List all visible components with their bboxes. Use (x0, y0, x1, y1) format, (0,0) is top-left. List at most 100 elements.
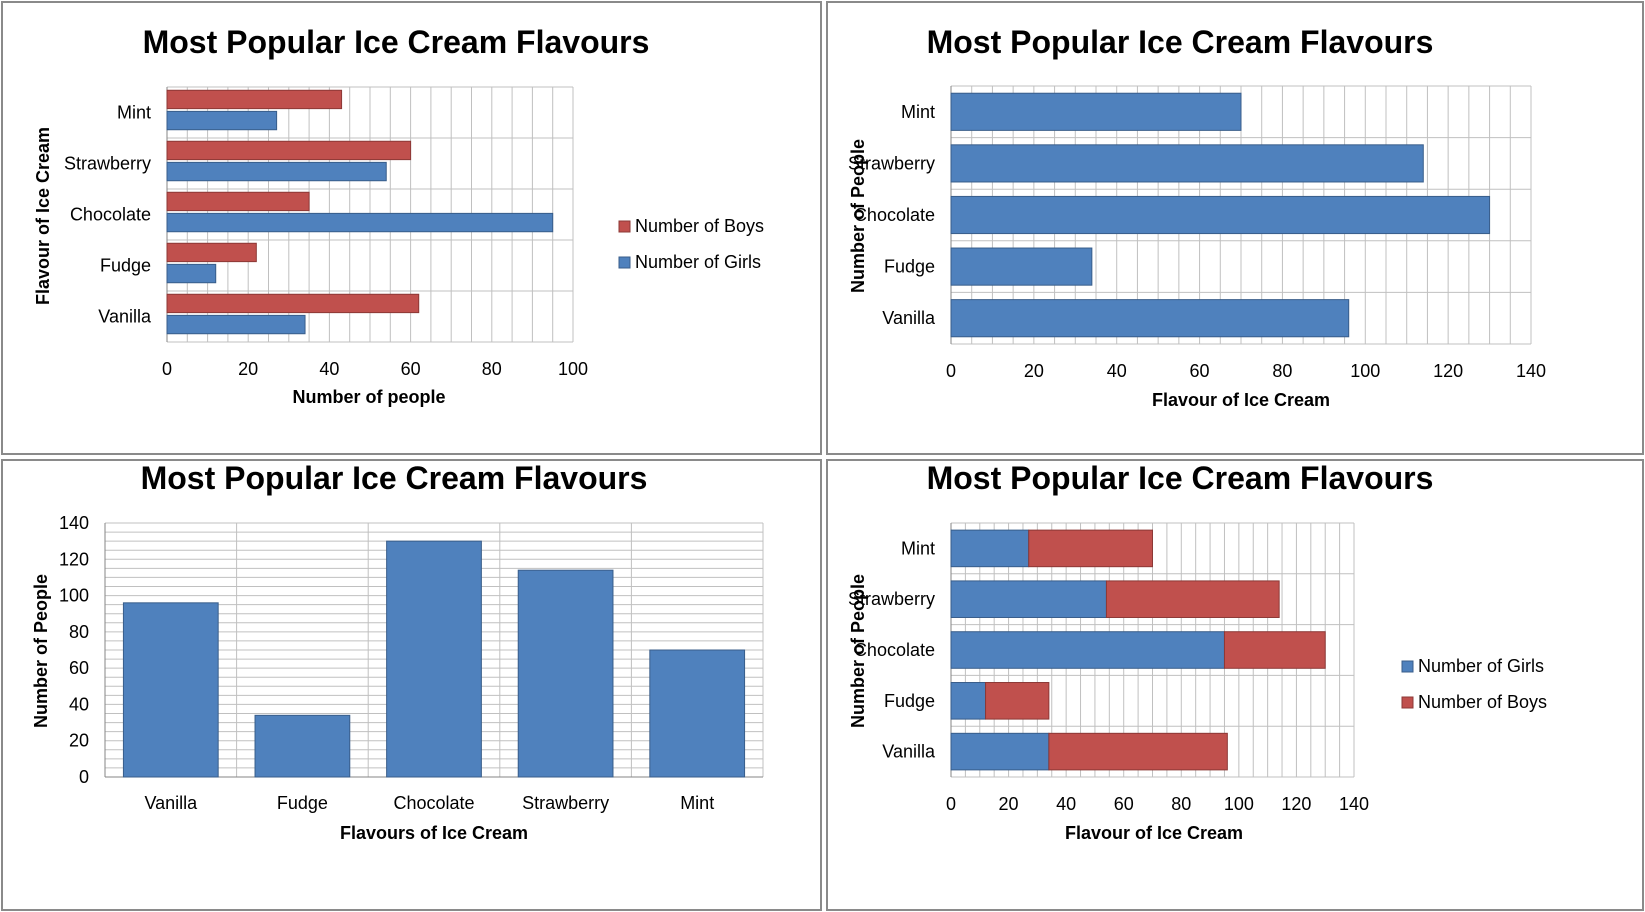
category-label: Vanilla (882, 742, 936, 762)
chart-title: Most Popular Ice Cream Flavours (141, 461, 648, 496)
bar (950, 299, 1350, 338)
bar (517, 569, 614, 778)
bars (122, 540, 746, 778)
bar (649, 649, 746, 778)
category-label: Vanilla (882, 308, 936, 328)
bar (166, 314, 306, 335)
x-tick-label: 80 (1171, 794, 1191, 814)
category-label: Strawberry (522, 793, 609, 813)
chart-svg: Vanilla Fudge Chocolate Strawberry Mint 0 20 40… (848, 461, 1547, 843)
x-tick-label: 20 (1024, 361, 1044, 381)
tick-labels: Vanilla Fudge Chocolate Strawberry Mint 0 20 40… (848, 538, 1369, 814)
bar (1105, 580, 1280, 618)
x-axis-label: Flavour of Ice Cream (1065, 823, 1243, 843)
chart-panel-total-vertical: Vanilla Fudge Chocolate Strawberry Mint 0 20 40… (1, 459, 822, 911)
y-tick-label: 140 (59, 513, 89, 533)
category-label: Fudge (100, 256, 151, 276)
y-tick-label: 120 (59, 549, 89, 569)
chart-panel-total-horizontal: Vanilla Fudge Chocolate Strawberry Mint 0 20 40… (826, 1, 1644, 455)
legend-swatch (1401, 660, 1414, 673)
y-tick-label: 40 (69, 694, 89, 714)
bar (166, 110, 278, 131)
category-label: Fudge (277, 793, 328, 813)
y-tick-label: 60 (69, 658, 89, 678)
bar (950, 92, 1242, 131)
tick-labels: Vanilla Fudge Chocolate Strawberry Mint 0 20 40… (59, 513, 714, 813)
legend-swatch (618, 256, 631, 269)
tick-labels: Vanilla Fudge Chocolate Strawberry Mint 0 20 40… (64, 103, 588, 380)
bar (254, 714, 351, 778)
bars (950, 92, 1491, 338)
bar (950, 144, 1424, 183)
x-tick-label: 20 (999, 794, 1019, 814)
category-label: Chocolate (70, 205, 151, 225)
bar (386, 540, 482, 778)
x-tick-label: 140 (1516, 361, 1546, 381)
x-tick-label: 20 (238, 359, 258, 379)
bar (166, 89, 343, 110)
bar (950, 682, 987, 720)
x-tick-label: 40 (319, 359, 339, 379)
x-tick-label: 120 (1281, 794, 1311, 814)
bar (1028, 529, 1154, 568)
x-tick-label: 40 (1107, 361, 1127, 381)
legend: Number of Girls Number of Boys (1401, 656, 1547, 712)
chart-title: Most Popular Ice Cream Flavours (143, 24, 650, 60)
y-tick-label: 80 (69, 622, 89, 642)
category-label: Mint (680, 793, 714, 813)
x-tick-label: 80 (1272, 361, 1292, 381)
chart-panel-grouped-boys-girls: Vanilla Fudge Chocolate Strawberry Mint 0 20 40… (1, 1, 822, 455)
category-label: Chocolate (393, 793, 474, 813)
x-tick-label: 120 (1433, 361, 1463, 381)
x-axis-label: Number of people (292, 387, 445, 407)
x-tick-label: 60 (1190, 361, 1210, 381)
y-tick-label: 100 (59, 586, 89, 606)
category-label: Vanilla (98, 307, 152, 327)
legend-label: Number of Boys (635, 216, 764, 236)
bar (1223, 631, 1326, 669)
bars (950, 529, 1326, 771)
category-label: Vanilla (144, 793, 198, 813)
bar (985, 682, 1050, 720)
x-tick-label: 100 (558, 359, 588, 379)
chart-panel-stacked: Vanilla Fudge Chocolate Strawberry Mint 0 20 40… (826, 459, 1644, 911)
x-tick-label: 80 (482, 359, 502, 379)
legend-label: Number of Girls (635, 252, 761, 272)
bar (950, 247, 1093, 286)
x-axis-label: Flavour of Ice Cream (1152, 390, 1330, 410)
y-axis-label: Flavour of Ice Cream (33, 127, 53, 305)
y-tick-label: 20 (69, 731, 89, 751)
category-label: Mint (901, 102, 935, 122)
category-label: Mint (117, 103, 151, 123)
bar (166, 140, 412, 161)
tick-labels: Vanilla Fudge Chocolate Strawberry Mint 0 20 40… (848, 102, 1546, 381)
bar (166, 161, 387, 182)
chart-svg: Vanilla Fudge Chocolate Strawberry Mint 0 20 40… (848, 24, 1546, 410)
x-tick-label: 0 (946, 361, 956, 381)
bar (166, 212, 554, 233)
x-tick-label: 100 (1350, 361, 1380, 381)
bar (950, 529, 1030, 568)
x-tick-label: 140 (1339, 794, 1369, 814)
chart-title: Most Popular Ice Cream Flavours (927, 461, 1434, 496)
category-label: Chocolate (854, 205, 935, 225)
bar (166, 242, 257, 263)
category-label: Strawberry (848, 589, 935, 609)
chart-svg: Vanilla Fudge Chocolate Strawberry Mint 0 20 40… (33, 24, 764, 407)
bar (166, 263, 217, 284)
legend-swatch (618, 220, 631, 233)
y-tick-label: 0 (79, 767, 89, 787)
bar (950, 631, 1225, 669)
bar (950, 195, 1491, 235)
bars (166, 89, 554, 335)
legend-label: Number of Boys (1418, 692, 1547, 712)
x-tick-label: 60 (1114, 794, 1134, 814)
bar (1048, 732, 1228, 771)
legend-swatch (1401, 696, 1414, 709)
bar (950, 732, 1050, 771)
legend: Number of Boys Number of Girls (618, 216, 764, 272)
y-axis-label: Number of People (848, 574, 868, 728)
x-tick-label: 100 (1224, 794, 1254, 814)
x-tick-label: 60 (401, 359, 421, 379)
category-label: Fudge (884, 691, 935, 711)
